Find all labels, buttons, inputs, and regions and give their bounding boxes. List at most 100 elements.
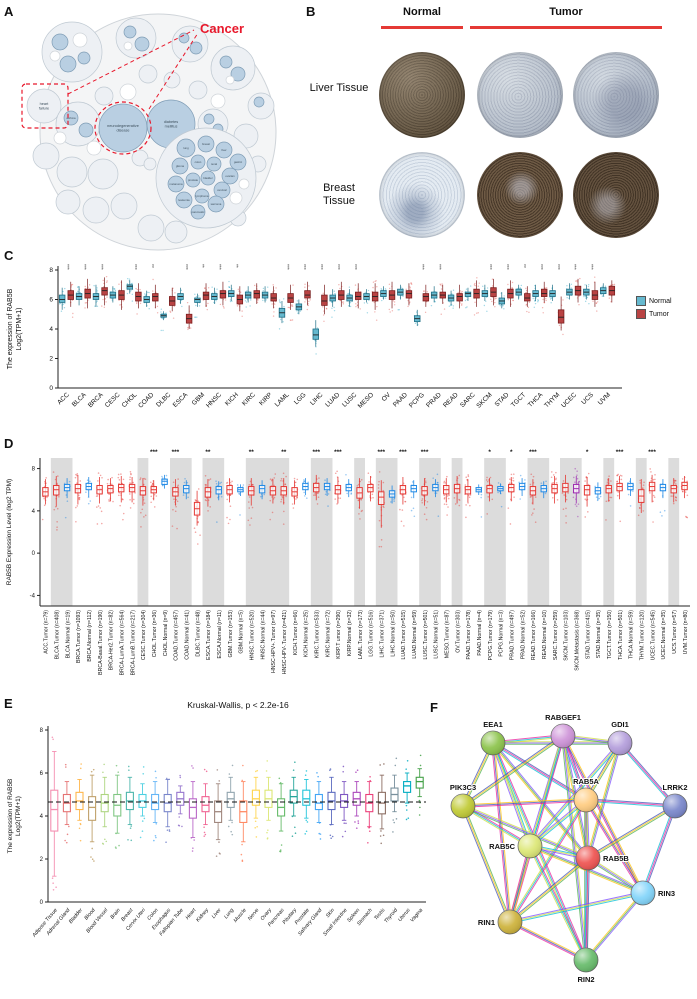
- tissue-image-liver-normal: [379, 52, 465, 138]
- e-x-label: Vagina: [409, 907, 424, 923]
- b-normal-underline: [381, 26, 463, 29]
- network-edge: [587, 804, 675, 858]
- node-label: RABGEF1: [545, 713, 581, 722]
- svg-text:8: 8: [40, 728, 44, 734]
- tissue-image-liver-tumor2: [573, 52, 659, 138]
- network-node-EEA1: EEA1: [480, 719, 506, 756]
- d-x-label: KIRP.T umor (n=290): [336, 610, 342, 659]
- c-x-label: DLBC: [155, 391, 172, 408]
- panel-c-tcga-boxplot: 0 2 4 6 8 The expression of RAB5B Log2(TPM+1) *…: [7, 264, 622, 410]
- e-box-group-28: Uterus: [397, 759, 412, 923]
- c-significance: ***: [435, 264, 441, 270]
- d-x-label: PCPG.Normal (n=3): [499, 610, 505, 657]
- disease-bubble: [41, 21, 103, 83]
- network-edge: [463, 800, 587, 808]
- d-significance: ***: [172, 449, 180, 456]
- disease-bubble: [143, 157, 157, 171]
- node-label: RIN1: [478, 918, 495, 927]
- c-box-group-BRCA: *** BRCA: [87, 264, 108, 409]
- node-label: EEA1: [483, 720, 503, 729]
- c-significance: ***: [216, 264, 222, 270]
- disease-bubble: [119, 83, 137, 101]
- network-edge: [492, 742, 511, 923]
- d-col-15: ** ESCA.Tumor (n=184): [204, 449, 212, 660]
- d-x-label: STAD.Tumor (n=415): [585, 610, 591, 659]
- c-significance: ***: [131, 264, 137, 270]
- e-box-group-3: Blood: [83, 768, 97, 921]
- network-edge: [588, 806, 676, 860]
- d-x-label: ESCA.Tumor (n=184): [206, 610, 212, 660]
- network-edge: [584, 857, 588, 960]
- network-edge: [508, 845, 530, 922]
- d-col-11: CHOL.Normal (n=9): [161, 474, 169, 656]
- d-col-54: THCA.Normal (n=59): [627, 478, 635, 659]
- network-edge: [509, 892, 644, 923]
- d-x-label: CESC.Tumor (n=304): [141, 610, 147, 660]
- disease-bubble: [94, 86, 114, 106]
- panel-label-c: C: [4, 248, 14, 263]
- d-significance: ***: [399, 449, 407, 456]
- c-legend-tumor-label: Tumor: [649, 310, 669, 318]
- d-significance: ***: [334, 449, 342, 456]
- c-significance: ***: [571, 264, 577, 270]
- disease-bubble: [55, 189, 81, 215]
- d-group-band: [137, 458, 149, 606]
- d-col-20: HNSC.Normal (n=44): [258, 480, 266, 659]
- disease-bubble: [229, 153, 247, 171]
- d-x-label: DLBC.Tumor (n=48): [195, 610, 201, 657]
- c-x-label: SARC: [459, 391, 477, 409]
- disease-bubble: [200, 170, 216, 186]
- bubble-label: pancreatic: [192, 210, 206, 214]
- d-group-band: [603, 458, 615, 606]
- network-edge: [587, 805, 676, 859]
- highlight-circle: [94, 101, 152, 155]
- c-legend-normal: Normal: [636, 296, 672, 306]
- d-x-label: PRAD.Tumor (n=497): [509, 610, 515, 660]
- d-x-label: ESCA.Normal (n=11): [217, 610, 223, 659]
- c-x-label: HNSC: [205, 391, 223, 409]
- d-x-label: UCEC.Normal (n=35): [661, 610, 667, 660]
- e-box-group-12: Kidney: [195, 768, 210, 923]
- network-edge: [585, 799, 676, 807]
- tissue-image-liver-tumor1: [477, 52, 563, 138]
- network-edge: [586, 798, 676, 806]
- disease-bubble: [171, 157, 189, 175]
- disease-bubble: [188, 80, 208, 100]
- svg-text:8: 8: [32, 467, 36, 473]
- network-edge: [509, 845, 531, 923]
- network-edge: [509, 891, 643, 922]
- bubble-label: neurodegenerative disease: [107, 124, 139, 132]
- d-col-23: KICH.Tumor (n=66): [291, 477, 299, 655]
- d-col-55: THYM.Tumor (n=120): [637, 479, 645, 660]
- panel-label-a: A: [4, 4, 14, 19]
- d-col-4: BRCA.Normal (n=112): [85, 477, 93, 662]
- node-label: RAB5B: [603, 854, 629, 863]
- c-x-label: READ: [442, 391, 460, 409]
- b-row-label-liver: Liver Tissue: [309, 82, 369, 94]
- d-significance: **: [205, 449, 211, 456]
- d-x-label: THCA.Normal (n=59): [629, 610, 635, 659]
- network-edge: [508, 735, 563, 922]
- d-col-12: *** COAD.Tumor (n=457): [172, 449, 180, 661]
- d-col-5: BRCA-Basal.Tumor (n=190): [95, 472, 104, 675]
- network-edge: [492, 742, 587, 801]
- d-col-27: *** KIRP.T umor (n=290): [334, 449, 342, 659]
- network-edge: [463, 805, 512, 922]
- disease-bubble: [72, 32, 88, 48]
- d-group-band: [635, 458, 647, 606]
- c-box-group-KIRC: KIRC: [241, 283, 261, 407]
- c-x-label: ACC: [56, 391, 71, 406]
- d-x-label: HNSC.Tumor (n=520): [249, 610, 255, 661]
- d-x-label: SKCM.Metastasis (n=368): [574, 610, 580, 671]
- network-node-RABGEF1: RABGEF1: [544, 712, 582, 749]
- disease-bubble: [163, 71, 181, 89]
- d-col-40: PAAD.Normal (n=4): [475, 484, 483, 656]
- b-col-header-normal: Normal: [403, 6, 441, 18]
- e-x-label: Thyroid: [383, 907, 399, 925]
- cancer-annotation: Cancer: [200, 21, 244, 36]
- e-box-group-5: Brain: [109, 764, 122, 921]
- panel-label-d: D: [4, 436, 14, 451]
- d-x-label: THCA.Tumor (n=501): [618, 610, 624, 660]
- panel-label-e: E: [4, 696, 13, 711]
- network-edge: [585, 799, 644, 894]
